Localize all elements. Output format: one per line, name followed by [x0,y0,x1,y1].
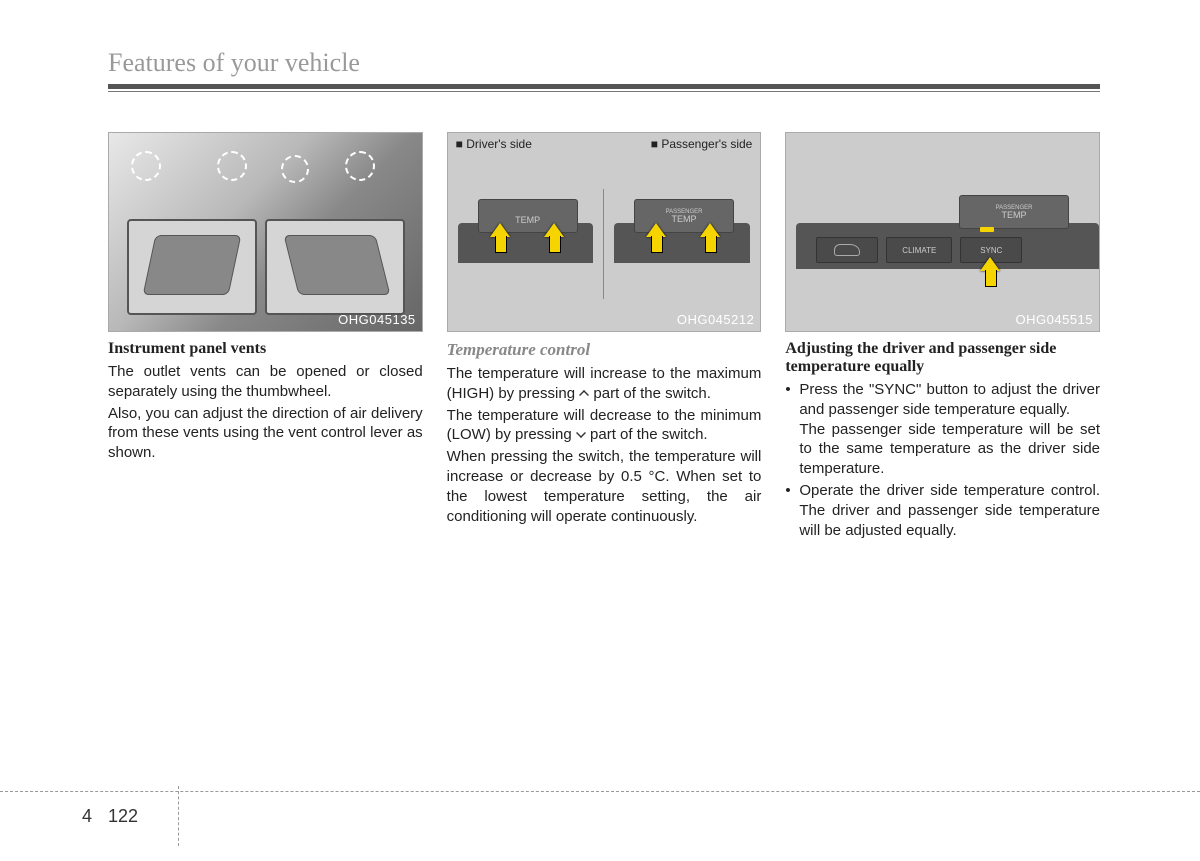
page-number-value: 122 [100,806,138,827]
page-footer: 4 122 [0,791,1200,827]
content-columns: OHG045135 Instrument panel vents The out… [108,132,1100,542]
pagenum-divider [178,786,179,846]
arrow-up-icon [490,223,510,253]
figure-labels: ■ Driver's side ■ Passenger's side [456,137,753,151]
climate-label: CLIMATE [902,246,936,255]
temp-label: TEMP [672,215,697,224]
chevron-up-icon [579,390,589,400]
vent-icon [143,235,242,295]
page-number: 4 122 [82,806,1200,827]
sync-led-icon [980,227,994,232]
figure-code: OHG045212 [677,312,755,327]
driver-panel-area: TEMP [448,189,604,299]
body-paragraph: When pressing the switch, the temperatur… [447,447,762,526]
temp-label: TEMP [515,215,540,225]
column-1: OHG045135 Instrument panel vents The out… [108,132,423,542]
figure-instrument-panel-vents: OHG045135 [108,132,423,332]
column-2: ■ Driver's side ■ Passenger's side TEMP [447,132,762,542]
temp-label: TEMP [1002,211,1027,220]
car-icon [834,244,860,256]
figure-label-right: ■ Passenger's side [651,137,753,151]
body-paragraph: The temperature will decrease to the min… [447,406,762,446]
list-item: Press the "SYNC" button to adjust the dr… [785,380,1100,479]
arrow-up-icon [980,257,1000,287]
figure-sync-control: PASSENGER TEMP CLIMATE SYNC OHG0455 [785,132,1100,332]
passenger-panel-area: PASSENGER TEMP [604,189,760,299]
climate-button: CLIMATE [886,237,952,263]
mode-button [816,237,878,263]
passenger-temp-button: PASSENGER TEMP [959,195,1069,229]
section-number: 4 [82,806,100,827]
body-paragraph: Also, you can adjust the direction of ai… [108,404,423,463]
arrow-up-icon [646,223,666,253]
vent-highlight-circle [281,155,309,183]
page-title: Features of your vehicle [108,48,1100,78]
vent-highlight-circle [217,151,247,181]
body-paragraph: The temperature will increase to the max… [447,364,762,404]
manual-page: Features of your vehicle OHG045135 Instr… [0,0,1200,542]
vent-inset-left [127,219,257,315]
list-item: Operate the driver side temperature cont… [785,481,1100,540]
figure-label-left: ■ Driver's side [456,137,532,151]
text-span: part of the switch. [589,385,711,402]
vent-highlight-circle [345,151,375,181]
figure-temperature-control: ■ Driver's side ■ Passenger's side TEMP [447,132,762,332]
arrow-up-icon [700,223,720,253]
divider-thin [108,91,1100,92]
text-span: The passenger side temperature will be s… [799,420,1100,479]
footer-dashed-line [0,791,1200,792]
section-heading: Instrument panel vents [108,340,423,358]
figure-code: OHG045135 [338,312,416,327]
text-span: part of the switch. [586,426,708,443]
text-span: Press the "SYNC" button to adjust the dr… [799,380,1100,420]
section-heading: Adjusting the driver and passenger side … [785,340,1100,376]
sync-label: SYNC [980,246,1002,255]
vent-inset-right [265,219,405,315]
vent-icon [284,235,391,295]
bullet-list: Press the "SYNC" button to adjust the dr… [785,380,1100,540]
sync-panel-area: PASSENGER TEMP CLIMATE SYNC [786,189,1099,299]
section-heading: Temperature control [447,340,762,360]
vent-highlight-circle [131,151,161,181]
divider-thick [108,84,1100,89]
figure-code: OHG045515 [1016,312,1094,327]
column-3: PASSENGER TEMP CLIMATE SYNC OHG0455 [785,132,1100,542]
chevron-down-icon [576,428,586,438]
arrow-up-icon [544,223,564,253]
body-paragraph: The outlet vents can be opened or closed… [108,362,423,402]
